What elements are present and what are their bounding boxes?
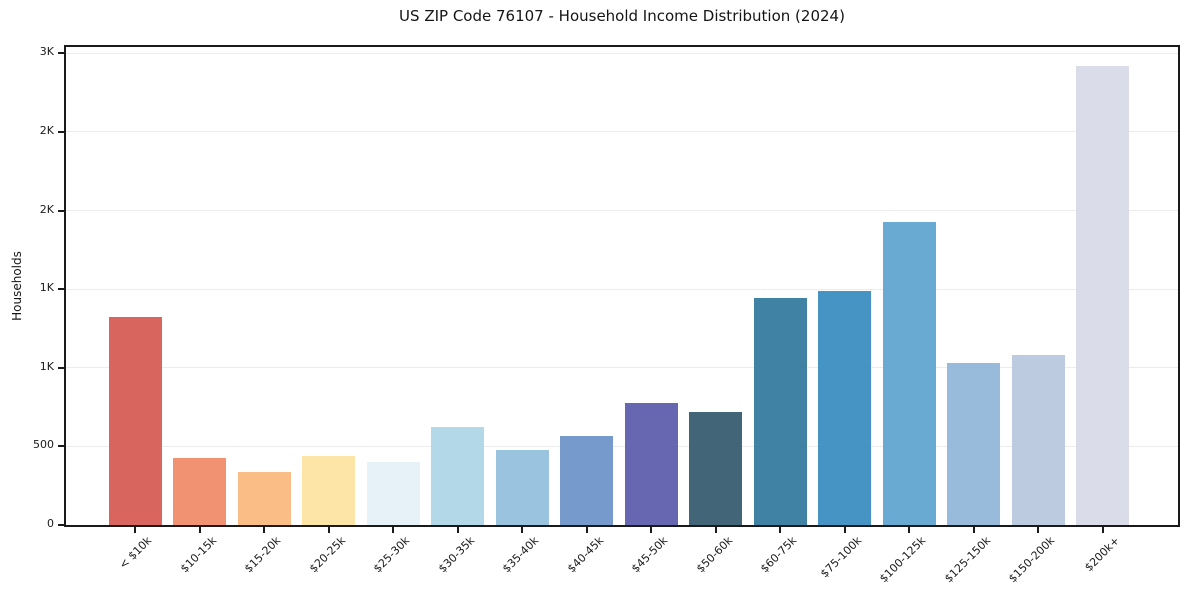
y-tick-label: 1K xyxy=(39,359,54,373)
bar-125-150k xyxy=(947,363,1001,525)
gridline xyxy=(66,52,1178,54)
x-tick-mark xyxy=(263,527,266,533)
plot-area xyxy=(64,45,1180,527)
x-tick-mark xyxy=(521,527,524,533)
x-tick-mark xyxy=(843,527,846,533)
bar-20-25k xyxy=(302,455,356,525)
bar-25-30k xyxy=(366,462,420,525)
x-tick-mark xyxy=(134,527,136,533)
y-tick-mark xyxy=(58,52,64,55)
y-tick-label: 2K xyxy=(39,202,54,216)
x-tick-mark xyxy=(392,527,395,533)
y-tick-mark xyxy=(58,524,64,526)
gridline xyxy=(66,210,1178,212)
y-tick-label: 3K xyxy=(39,45,54,59)
x-tick-mark xyxy=(714,527,717,533)
x-tick-mark xyxy=(972,527,975,533)
plot-inner xyxy=(66,47,1178,525)
x-tick-mark xyxy=(1037,527,1040,533)
y-tick-mark xyxy=(58,445,64,448)
x-tick-mark xyxy=(198,527,201,533)
bar-100-125k xyxy=(882,221,936,525)
bar-45-50k xyxy=(624,403,678,525)
gridline xyxy=(66,288,1178,290)
x-tick-mark xyxy=(1101,527,1104,533)
bar-35-40k xyxy=(495,449,549,525)
y-tick-label: 500 xyxy=(33,438,54,452)
x-tick-mark xyxy=(650,527,653,533)
bar-50-60k xyxy=(689,411,743,525)
bar-10k xyxy=(108,317,162,525)
gridline xyxy=(66,131,1178,133)
chart-title: US ZIP Code 76107 - Household Income Dis… xyxy=(399,7,845,25)
bar-30-35k xyxy=(431,426,485,525)
x-tick-label: < $10k xyxy=(116,534,155,572)
y-tick-label: 1K xyxy=(39,281,54,295)
bar-60-75k xyxy=(753,297,807,525)
bar-15-20k xyxy=(237,472,291,525)
y-tick-mark xyxy=(58,209,64,212)
bar-10-15k xyxy=(173,458,227,525)
bar-75-100k xyxy=(818,290,872,525)
x-tick-mark xyxy=(779,527,782,533)
x-tick-mark xyxy=(908,527,911,533)
bar-40-45k xyxy=(560,436,614,525)
y-tick-mark xyxy=(58,366,64,369)
y-tick-mark xyxy=(58,130,64,133)
y-tick-mark xyxy=(58,288,64,291)
x-tick-mark xyxy=(327,527,330,533)
x-tick-mark xyxy=(585,527,588,533)
y-tick-label: 0 xyxy=(47,517,54,530)
gridline xyxy=(66,367,1178,369)
gridline xyxy=(66,445,1178,447)
x-tick-mark xyxy=(456,527,459,533)
bar-200k xyxy=(1076,65,1130,525)
bar-150-200k xyxy=(1011,355,1065,525)
y-tick-label: 2K xyxy=(39,123,54,137)
